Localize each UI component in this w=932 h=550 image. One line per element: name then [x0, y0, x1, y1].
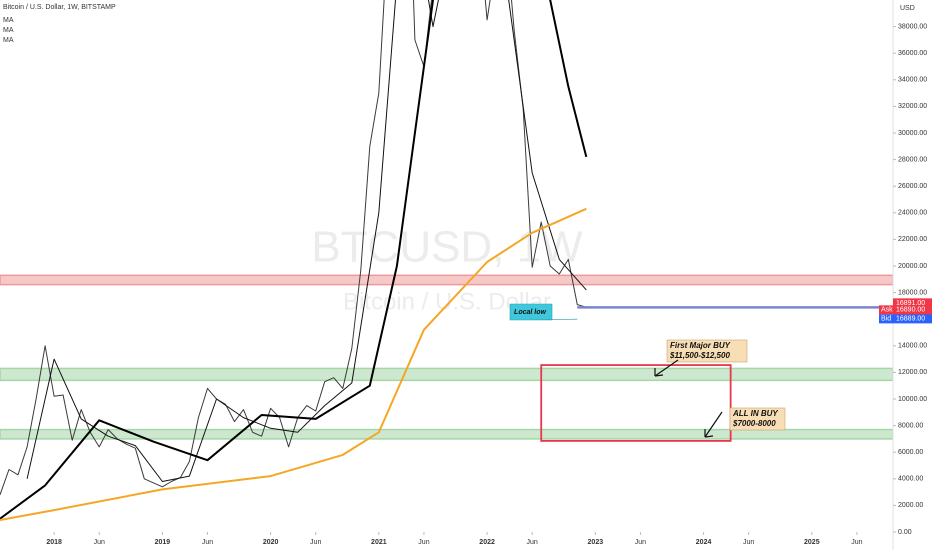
y-tick-label: 4000.00: [898, 476, 923, 483]
y-tick-label: 6000.00: [898, 449, 923, 456]
legend-entry: MA: [3, 37, 14, 44]
y-tick-label: 8000.00: [898, 422, 923, 429]
annotation-text: $7000-8000: [732, 419, 776, 428]
y-tick-label: 28000.00: [898, 156, 927, 163]
annotation-text: First Major BUY: [670, 341, 731, 350]
x-tick-label: 2023: [588, 539, 604, 546]
x-tick-label: Jun: [418, 539, 429, 546]
x-tick-label: 2018: [46, 539, 62, 546]
last-price: 16891.00: [896, 300, 925, 307]
y-tick-label: 22000.00: [898, 236, 927, 243]
annotation-box: [729, 407, 786, 431]
bid-price: 16889.00: [896, 316, 925, 323]
y-tick-label: 0.00: [898, 529, 912, 536]
ma-line: [0, 0, 588, 520]
zone: [0, 428, 893, 440]
legend-entry: MA: [3, 27, 14, 34]
x-tick-label: 2020: [263, 539, 279, 546]
x-tick-label: Jun: [310, 539, 321, 546]
annotation-box: [666, 339, 748, 363]
bid-tag: [879, 314, 932, 324]
chart-title: Bitcoin / U.S. Dollar, 1W, BITSTAMP: [3, 4, 116, 11]
callout-text: Local low: [514, 309, 546, 316]
x-tick-label: Jun: [851, 539, 862, 546]
y-tick-label: 36000.00: [898, 50, 927, 57]
x-tick-label: 2021: [371, 539, 387, 546]
arrow: [704, 411, 723, 438]
zone: [0, 367, 893, 382]
y-tick-label: 14000.00: [898, 343, 927, 350]
callout: [509, 303, 578, 321]
y-tick-label: 24000.00: [898, 210, 927, 217]
y-tick-label: 32000.00: [898, 103, 927, 110]
x-tick-label: Jun: [527, 539, 538, 546]
target-box: [540, 364, 732, 442]
y-tick-label: 34000.00: [898, 77, 927, 84]
annotation-text: ALL IN BUY: [732, 409, 778, 418]
y-tick-label: 10000.00: [898, 396, 927, 403]
x-tick-label: 2025: [804, 539, 820, 546]
y-tick-label: 18000.00: [898, 289, 927, 296]
y-tick-label: 20000.00: [898, 263, 927, 270]
y-tick-label: 38000.00: [898, 23, 927, 30]
bid-name: Bid: [881, 316, 891, 323]
y-tick-label: 2000.00: [898, 502, 923, 509]
ask-tag: [879, 305, 932, 315]
y-axis-label: USD: [900, 5, 915, 12]
x-tick-label: 2019: [155, 539, 171, 546]
x-tick-label: 2022: [479, 539, 495, 546]
x-tick-label: Jun: [94, 539, 105, 546]
x-tick-label: Jun: [635, 539, 646, 546]
ma-line: [0, 207, 587, 521]
y-tick-label: 12000.00: [898, 369, 927, 376]
legend-entry: MA: [3, 17, 14, 24]
arrow: [654, 359, 679, 377]
x-tick-label: Jun: [202, 539, 213, 546]
ask-price: 16890.00: [896, 307, 925, 314]
zone: [0, 274, 893, 286]
y-tick-label: 30000.00: [898, 130, 927, 137]
x-tick-label: Jun: [743, 539, 754, 546]
price-line: [0, 0, 587, 495]
ask-name: Ask: [881, 307, 893, 314]
x-tick-label: 2024: [696, 539, 712, 546]
y-tick-label: 26000.00: [898, 183, 927, 190]
annotation-text: $11,500-$12,500: [669, 351, 730, 360]
